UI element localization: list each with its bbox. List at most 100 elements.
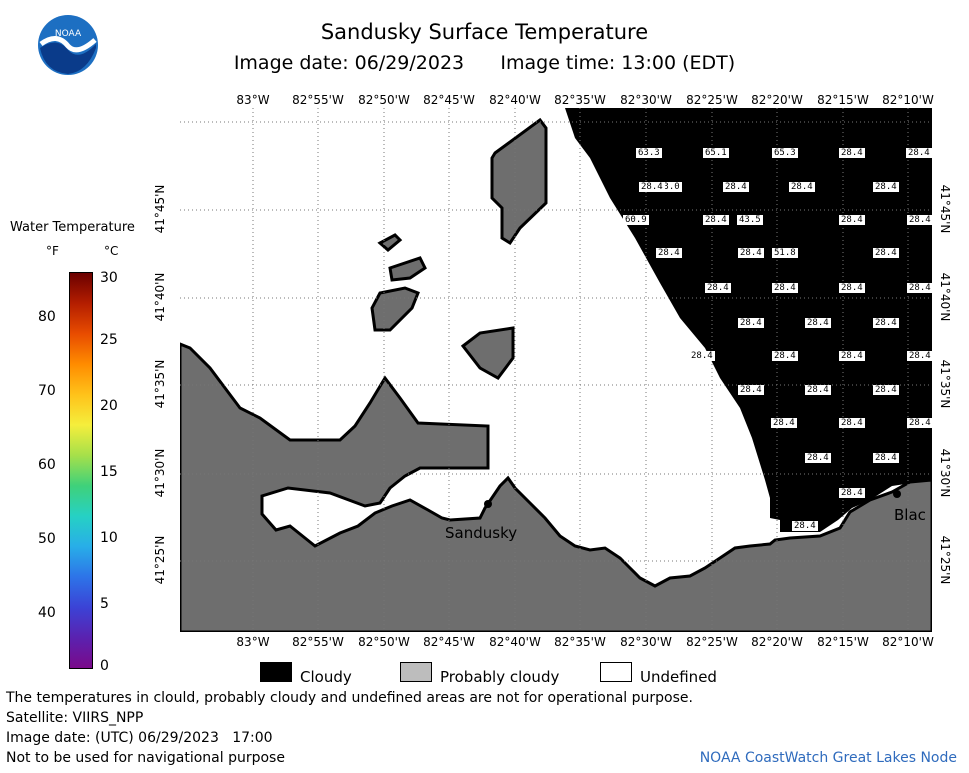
temp-label: 28.4 (839, 418, 865, 428)
scale-c-tick: 15 (100, 464, 118, 480)
legend-cloudy-swatch (260, 662, 292, 682)
temp-label: 28.4 (907, 283, 932, 293)
lat-label-right: 41°35'N (938, 359, 952, 409)
temp-label: 63.3 (636, 148, 662, 158)
lon-label-top: 82°45'W (423, 93, 475, 107)
page-title: Sandusky Surface Temperature (320, 20, 649, 44)
lat-label-right: 41°30'N (938, 448, 952, 498)
lon-label-bottom: 82°35'W (554, 635, 606, 649)
scale-f-tick: 60 (38, 457, 56, 473)
lon-label-top: 82°55'W (292, 93, 344, 107)
color-scale-bar (69, 272, 93, 669)
temp-label: 28.4 (738, 385, 764, 395)
island-johnson (460, 326, 515, 380)
temp-label: 63.0 (656, 182, 682, 192)
scale-c-tick: 25 (100, 332, 118, 348)
place-label-sandusky: Sandusky (445, 524, 518, 542)
scale-c-tick: 10 (100, 530, 118, 546)
temp-label: 43.5 (737, 215, 763, 225)
temp-label: 28.4 (839, 488, 865, 498)
temp-label: 28.4 (907, 215, 932, 225)
legend-undefined-swatch (600, 662, 632, 682)
lon-label-bottom: 82°30'W (620, 635, 672, 649)
temp-label: 28.4 (873, 248, 899, 258)
lon-label-top: 82°25'W (686, 93, 738, 107)
temp-label: 28.4 (792, 521, 818, 531)
temp-label: 28.4 (705, 283, 731, 293)
temp-label: 28.4 (873, 318, 899, 328)
disclaimer-text: The temperatures in clould, probably clo… (6, 690, 693, 706)
lat-label-right: 41°40'N (938, 272, 952, 322)
scale-f-tick: 80 (38, 309, 56, 325)
lon-label-bottom: 83°W (236, 635, 270, 649)
temp-label: 28.4 (723, 182, 749, 192)
scale-c-tick: 5 (100, 596, 109, 612)
island-small (377, 233, 403, 252)
scale-f-tick: 70 (38, 383, 56, 399)
lon-label-top: 82°50'W (358, 93, 410, 107)
lat-label-left: 41°45'N (153, 184, 167, 234)
temp-label: 28.4 (906, 148, 932, 158)
lat-label-right: 41°25'N (938, 535, 952, 585)
temp-label: 28.4 (772, 283, 798, 293)
lat-label-left: 41°35'N (153, 359, 167, 409)
island-middle-bass (388, 256, 427, 282)
lat-label-left: 41°25'N (153, 535, 167, 585)
temp-label: 28.4 (873, 453, 899, 463)
lon-label-top: 82°30'W (620, 93, 672, 107)
temp-label: 28.4 (873, 385, 899, 395)
temp-label: 28.4 (789, 182, 815, 192)
lon-label-bottom: 82°10'W (882, 635, 934, 649)
temp-label: 28.4 (839, 351, 865, 361)
lat-label-right: 41°45'N (938, 184, 952, 234)
satellite-text: Satellite: VIIRS_NPP (6, 710, 144, 726)
legend-cloudy-label: Cloudy (300, 668, 352, 686)
temp-label: 28.4 (639, 182, 665, 192)
temp-label: 28.4 (839, 148, 865, 158)
temp-label: 28.4 (805, 318, 831, 328)
temp-label: 28.4 (839, 215, 865, 225)
lon-label-top: 82°20'W (751, 93, 803, 107)
temp-label: 28.4 (805, 385, 831, 395)
scale-f-tick: 40 (38, 605, 56, 621)
credit-text: NOAA CoastWatch Great Lakes Node (699, 750, 957, 766)
map-panel: Sandusky Blac 63.3 65.1 65.3 28.4 28.4 63.0 28… (180, 108, 932, 632)
lon-label-bottom: 82°55'W (292, 635, 344, 649)
temp-label: 60.9 (623, 215, 649, 225)
temp-label: 28.4 (805, 453, 831, 463)
lon-label-top: 83°W (236, 93, 270, 107)
lon-label-bottom: 82°50'W (358, 635, 410, 649)
temp-label: 28.4 (873, 182, 899, 192)
temp-label: 65.1 (703, 148, 729, 158)
blac-marker (893, 490, 901, 498)
lon-label-bottom: 82°40'W (489, 635, 541, 649)
lon-label-top: 82°10'W (882, 93, 934, 107)
scale-c-tick: 0 (100, 658, 109, 674)
temp-label: 28.4 (907, 418, 932, 428)
temp-label: 65.3 (772, 148, 798, 158)
navigation-warning: Not to be used for navigational purpose (6, 750, 285, 766)
lon-label-top: 82°15'W (817, 93, 869, 107)
temp-label: 28.4 (703, 215, 729, 225)
image-date-time: Image date: 06/29/2023 Image time: 13:00… (233, 52, 736, 74)
scale-c-tick: 30 (100, 270, 118, 286)
scale-c-label: °C (104, 244, 119, 258)
legend-probably-cloudy-swatch (400, 662, 432, 682)
island-south-bass (370, 286, 420, 332)
lat-label-left: 41°30'N (153, 448, 167, 498)
temp-label: 28.4 (689, 351, 715, 361)
place-label-blac: Blac (894, 506, 926, 524)
lon-label-top: 82°35'W (554, 93, 606, 107)
temp-label: 28.4 (772, 351, 798, 361)
sandusky-marker (484, 500, 492, 508)
temp-label: 28.4 (771, 418, 797, 428)
lon-label-bottom: 82°45'W (423, 635, 475, 649)
utc-date-text: Image date: (UTC) 06/29/2023 17:00 (6, 730, 273, 746)
lon-label-bottom: 82°15'W (817, 635, 869, 649)
scale-f-tick: 50 (38, 531, 56, 547)
temp-label: 51.8 (772, 248, 798, 258)
noaa-logo: NOAA (37, 14, 99, 76)
scale-title: Water Temperature (10, 220, 135, 235)
scale-f-label: °F (46, 244, 59, 258)
legend-undefined-label: Undefined (640, 668, 717, 686)
